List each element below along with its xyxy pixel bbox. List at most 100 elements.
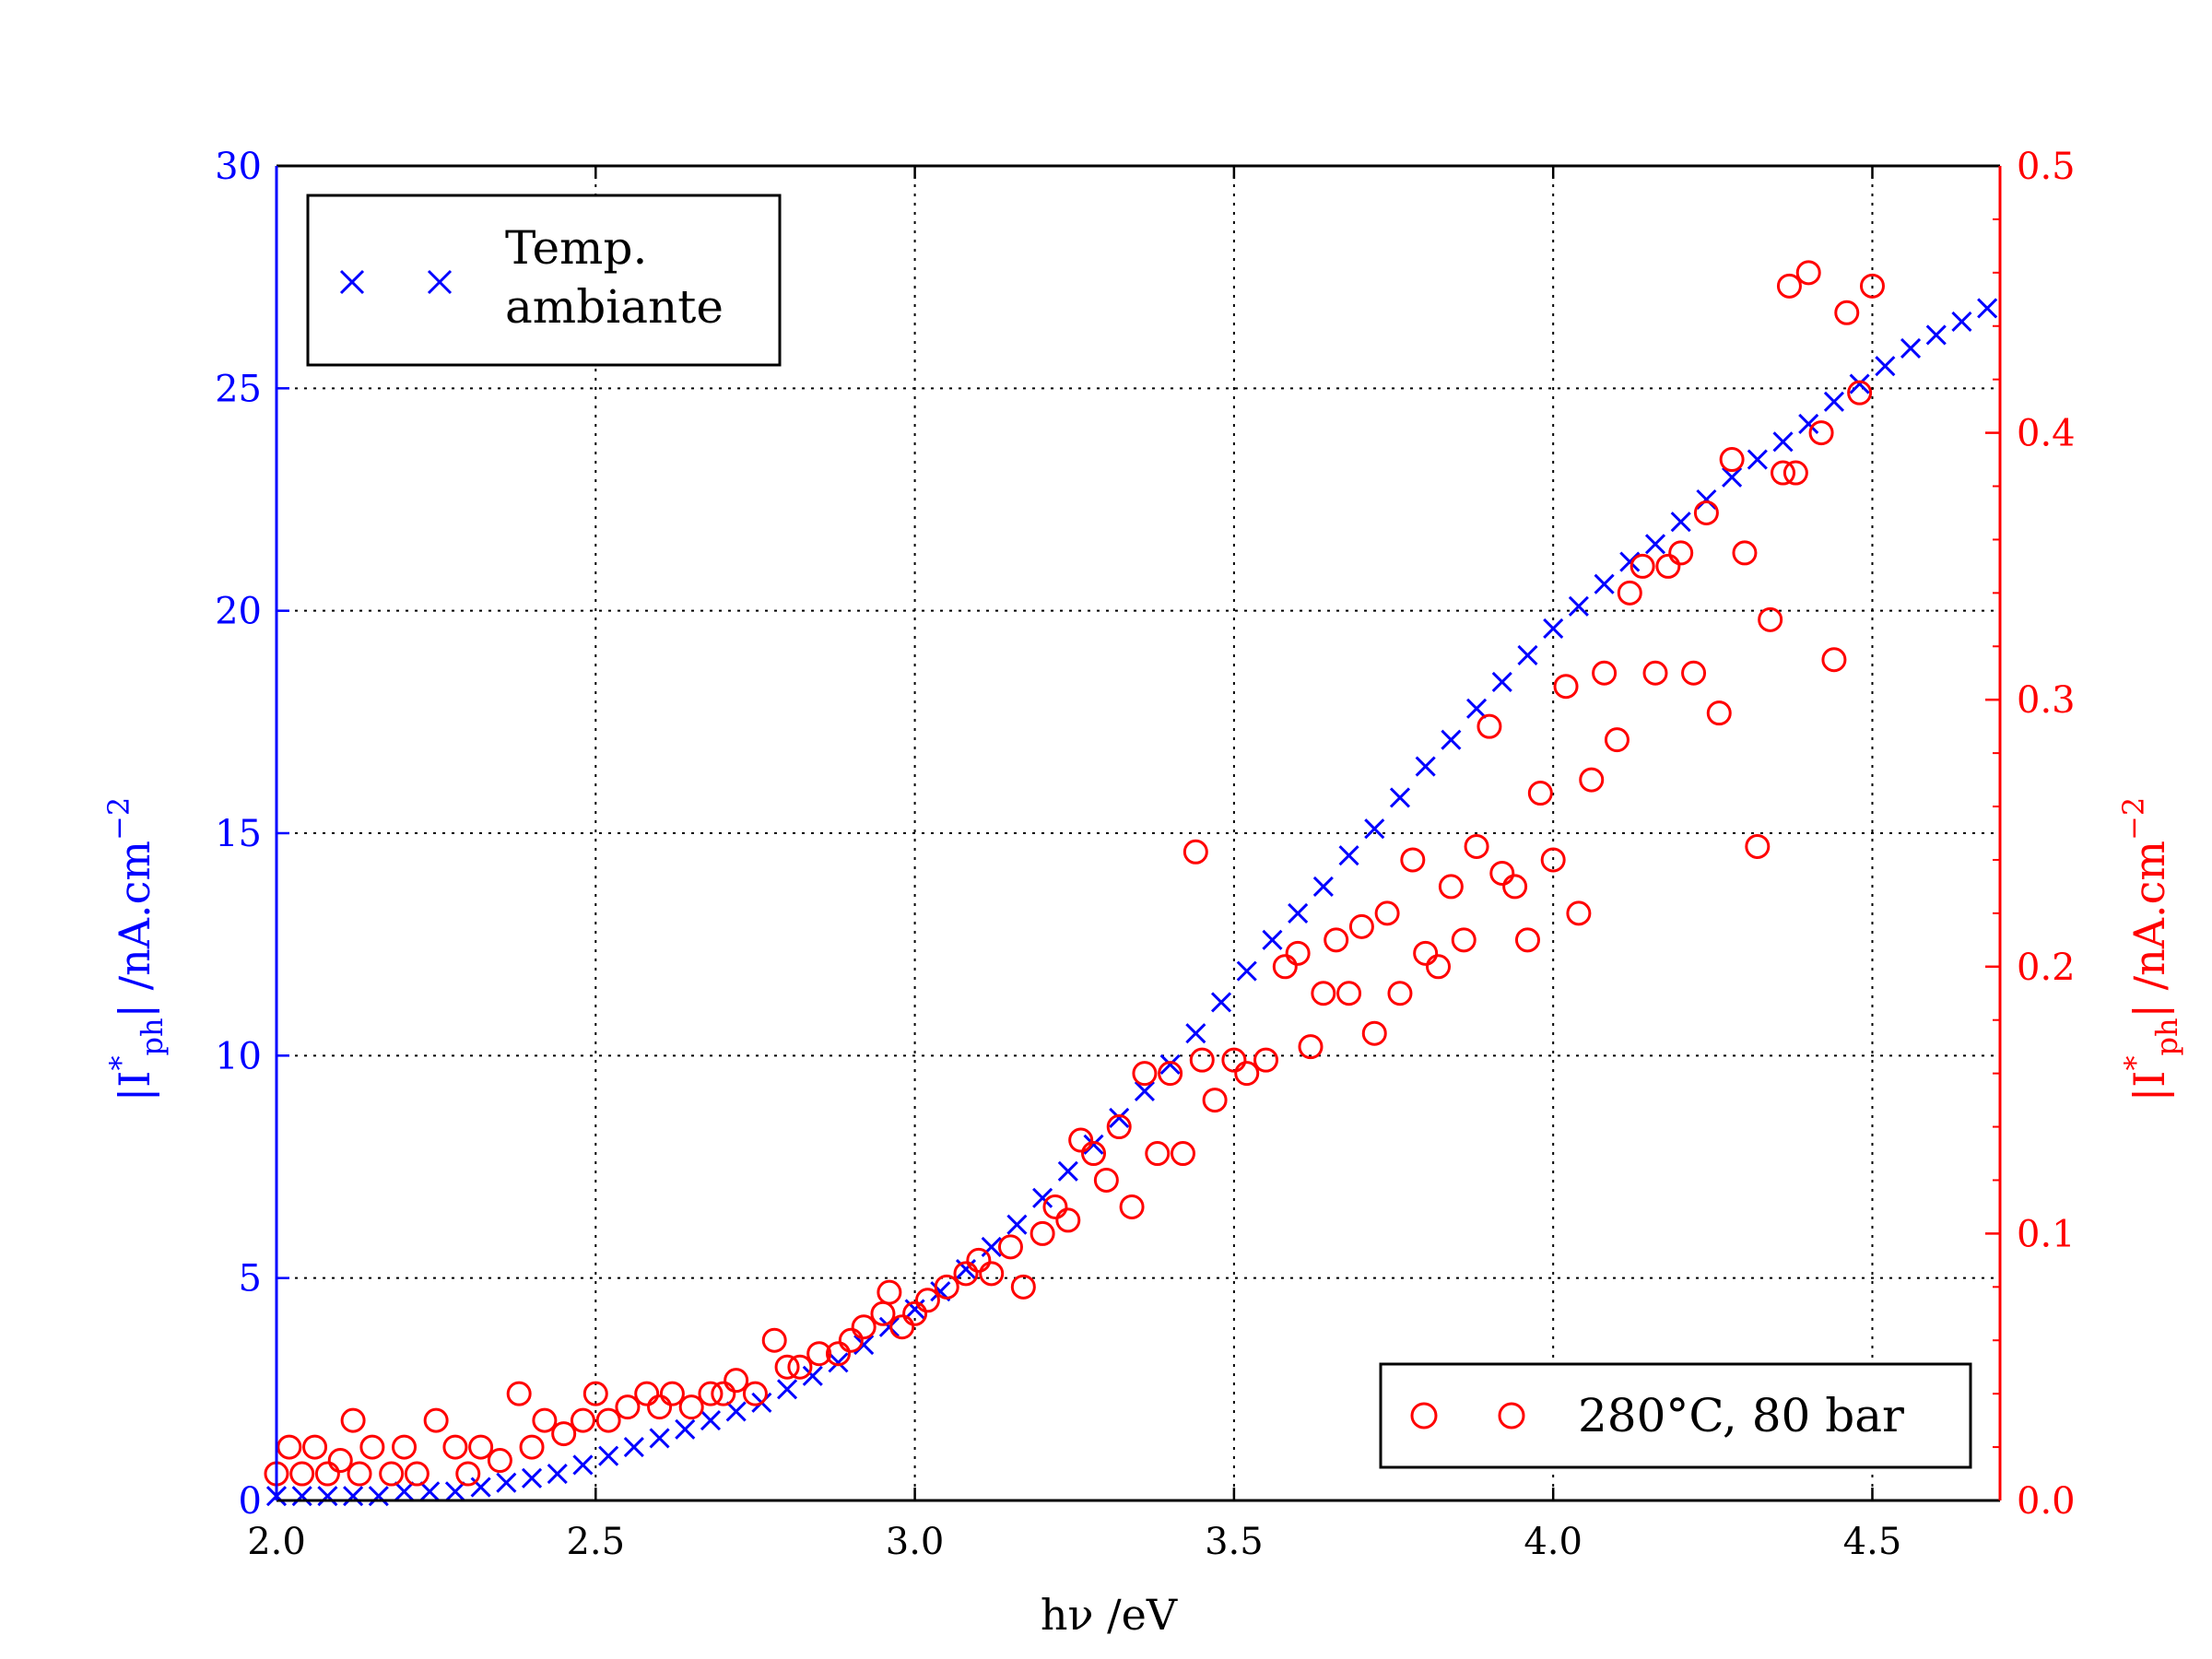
data-point-o	[302, 1434, 328, 1460]
data-point-o	[359, 1434, 385, 1460]
data-point-x	[1644, 534, 1666, 555]
data-point-o	[934, 1274, 959, 1300]
data-point-x	[802, 1365, 823, 1386]
data-point-x	[649, 1428, 670, 1449]
data-point-o	[289, 1461, 315, 1487]
legend-left: Temp. ambiante	[306, 194, 782, 367]
data-point-x	[343, 1486, 364, 1507]
data-point-o	[1489, 860, 1515, 886]
data-point-o	[1234, 1061, 1260, 1087]
data-point-x	[1517, 644, 1538, 665]
data-point-o	[1706, 700, 1732, 726]
legend-right-marker-1	[1410, 1402, 1438, 1430]
data-point-x	[777, 1379, 798, 1400]
data-point-o	[1030, 1220, 1055, 1246]
data-point-o	[1617, 580, 1642, 606]
y-right-tick-label-3: 0.3	[2017, 679, 2076, 722]
data-point-o	[838, 1327, 864, 1353]
data-point-o	[1655, 553, 1681, 579]
data-point-x	[317, 1486, 338, 1507]
data-point-o	[851, 1314, 877, 1340]
data-point-o	[423, 1407, 449, 1433]
data-point-o	[1604, 727, 1630, 753]
data-point-o	[1387, 981, 1413, 1006]
data-point-o	[1668, 540, 1694, 566]
y-left-tick-label-0: 0	[239, 1480, 262, 1523]
data-point-o	[997, 1234, 1023, 1260]
data-point-x	[1466, 698, 1488, 719]
data-point-x	[1951, 311, 1972, 332]
data-point-x	[1823, 391, 1844, 412]
data-point-o	[404, 1461, 429, 1487]
data-point-o	[1426, 954, 1452, 980]
data-point-o	[314, 1461, 340, 1487]
data-point-o	[506, 1381, 532, 1406]
data-point-o	[1253, 1047, 1279, 1073]
data-point-o	[1464, 833, 1489, 859]
data-point-o	[1132, 1061, 1158, 1087]
legend-left-label-line1: Temp.	[505, 221, 647, 275]
legend-left-box	[306, 194, 782, 367]
data-point-x	[1109, 1107, 1130, 1128]
data-point-o	[327, 1448, 353, 1474]
data-point-o	[1221, 1047, 1247, 1073]
data-point-o	[1859, 273, 1885, 299]
data-point-o	[1540, 847, 1566, 873]
y-right-tick-label-5: 0.5	[2017, 146, 2076, 188]
y-right-tick-label-4: 0.4	[2017, 413, 2076, 455]
data-point-o	[1272, 954, 1298, 980]
axes	[275, 164, 2002, 1502]
legend-right-label: 280°C, 80 bar	[1578, 1389, 1904, 1442]
data-point-o	[276, 1434, 302, 1460]
data-point-x	[1875, 356, 1896, 377]
data-point-x	[598, 1445, 619, 1466]
data-point-x	[1977, 298, 1998, 319]
data-point-x	[1288, 902, 1309, 924]
data-point-o	[1771, 460, 1796, 486]
data-point-o	[455, 1461, 481, 1487]
data-point-o	[1719, 447, 1745, 473]
data-point-x	[1543, 618, 1564, 640]
data-point-x	[1262, 929, 1283, 950]
data-point-o	[1413, 940, 1439, 966]
data-point-o	[379, 1461, 405, 1487]
data-point-x	[1312, 876, 1334, 897]
data-point-o	[595, 1407, 621, 1433]
data-point-x	[547, 1463, 568, 1485]
legend-left-label-line2: ambiante	[505, 280, 724, 334]
data-point-o	[953, 1261, 979, 1287]
data-point-x	[1389, 787, 1411, 808]
x-axis-title: hν /eV	[1041, 1590, 1178, 1640]
data-point-o	[724, 1368, 749, 1394]
y-right-tick-label-0: 0.0	[2017, 1480, 2076, 1523]
legend-right-box	[1379, 1362, 1972, 1469]
data-point-o	[615, 1394, 641, 1420]
data-point-o	[1808, 420, 1834, 446]
data-point-o	[1579, 767, 1605, 793]
data-point-o	[1776, 273, 1802, 299]
data-point-o	[1630, 553, 1655, 579]
data-point-x	[623, 1437, 644, 1458]
data-point-o	[1527, 781, 1553, 806]
data-point-x	[368, 1486, 389, 1507]
x-tick-label-3: 3.5	[1205, 1521, 1264, 1563]
data-point-o	[1400, 847, 1426, 873]
data-point-o	[1189, 1047, 1215, 1073]
data-point-x	[878, 1316, 900, 1337]
data-point-x	[828, 1352, 849, 1373]
data-point-o	[1361, 1020, 1387, 1046]
data-point-x	[1210, 992, 1232, 1013]
data-point-o	[634, 1381, 660, 1406]
data-point-o	[1514, 927, 1540, 953]
y-left-tick-label-5: 25	[215, 368, 262, 410]
data-point-o	[442, 1434, 468, 1460]
data-point-x	[470, 1477, 491, 1498]
data-point-o	[1834, 300, 1860, 325]
data-point-x	[1619, 551, 1641, 572]
data-point-o	[1068, 1127, 1094, 1153]
y-left-tick-label-3: 15	[215, 813, 262, 855]
data-point-x	[1159, 1053, 1181, 1076]
data-point-o	[347, 1461, 372, 1487]
data-point-o	[774, 1354, 800, 1380]
data-point-o	[1081, 1141, 1107, 1167]
